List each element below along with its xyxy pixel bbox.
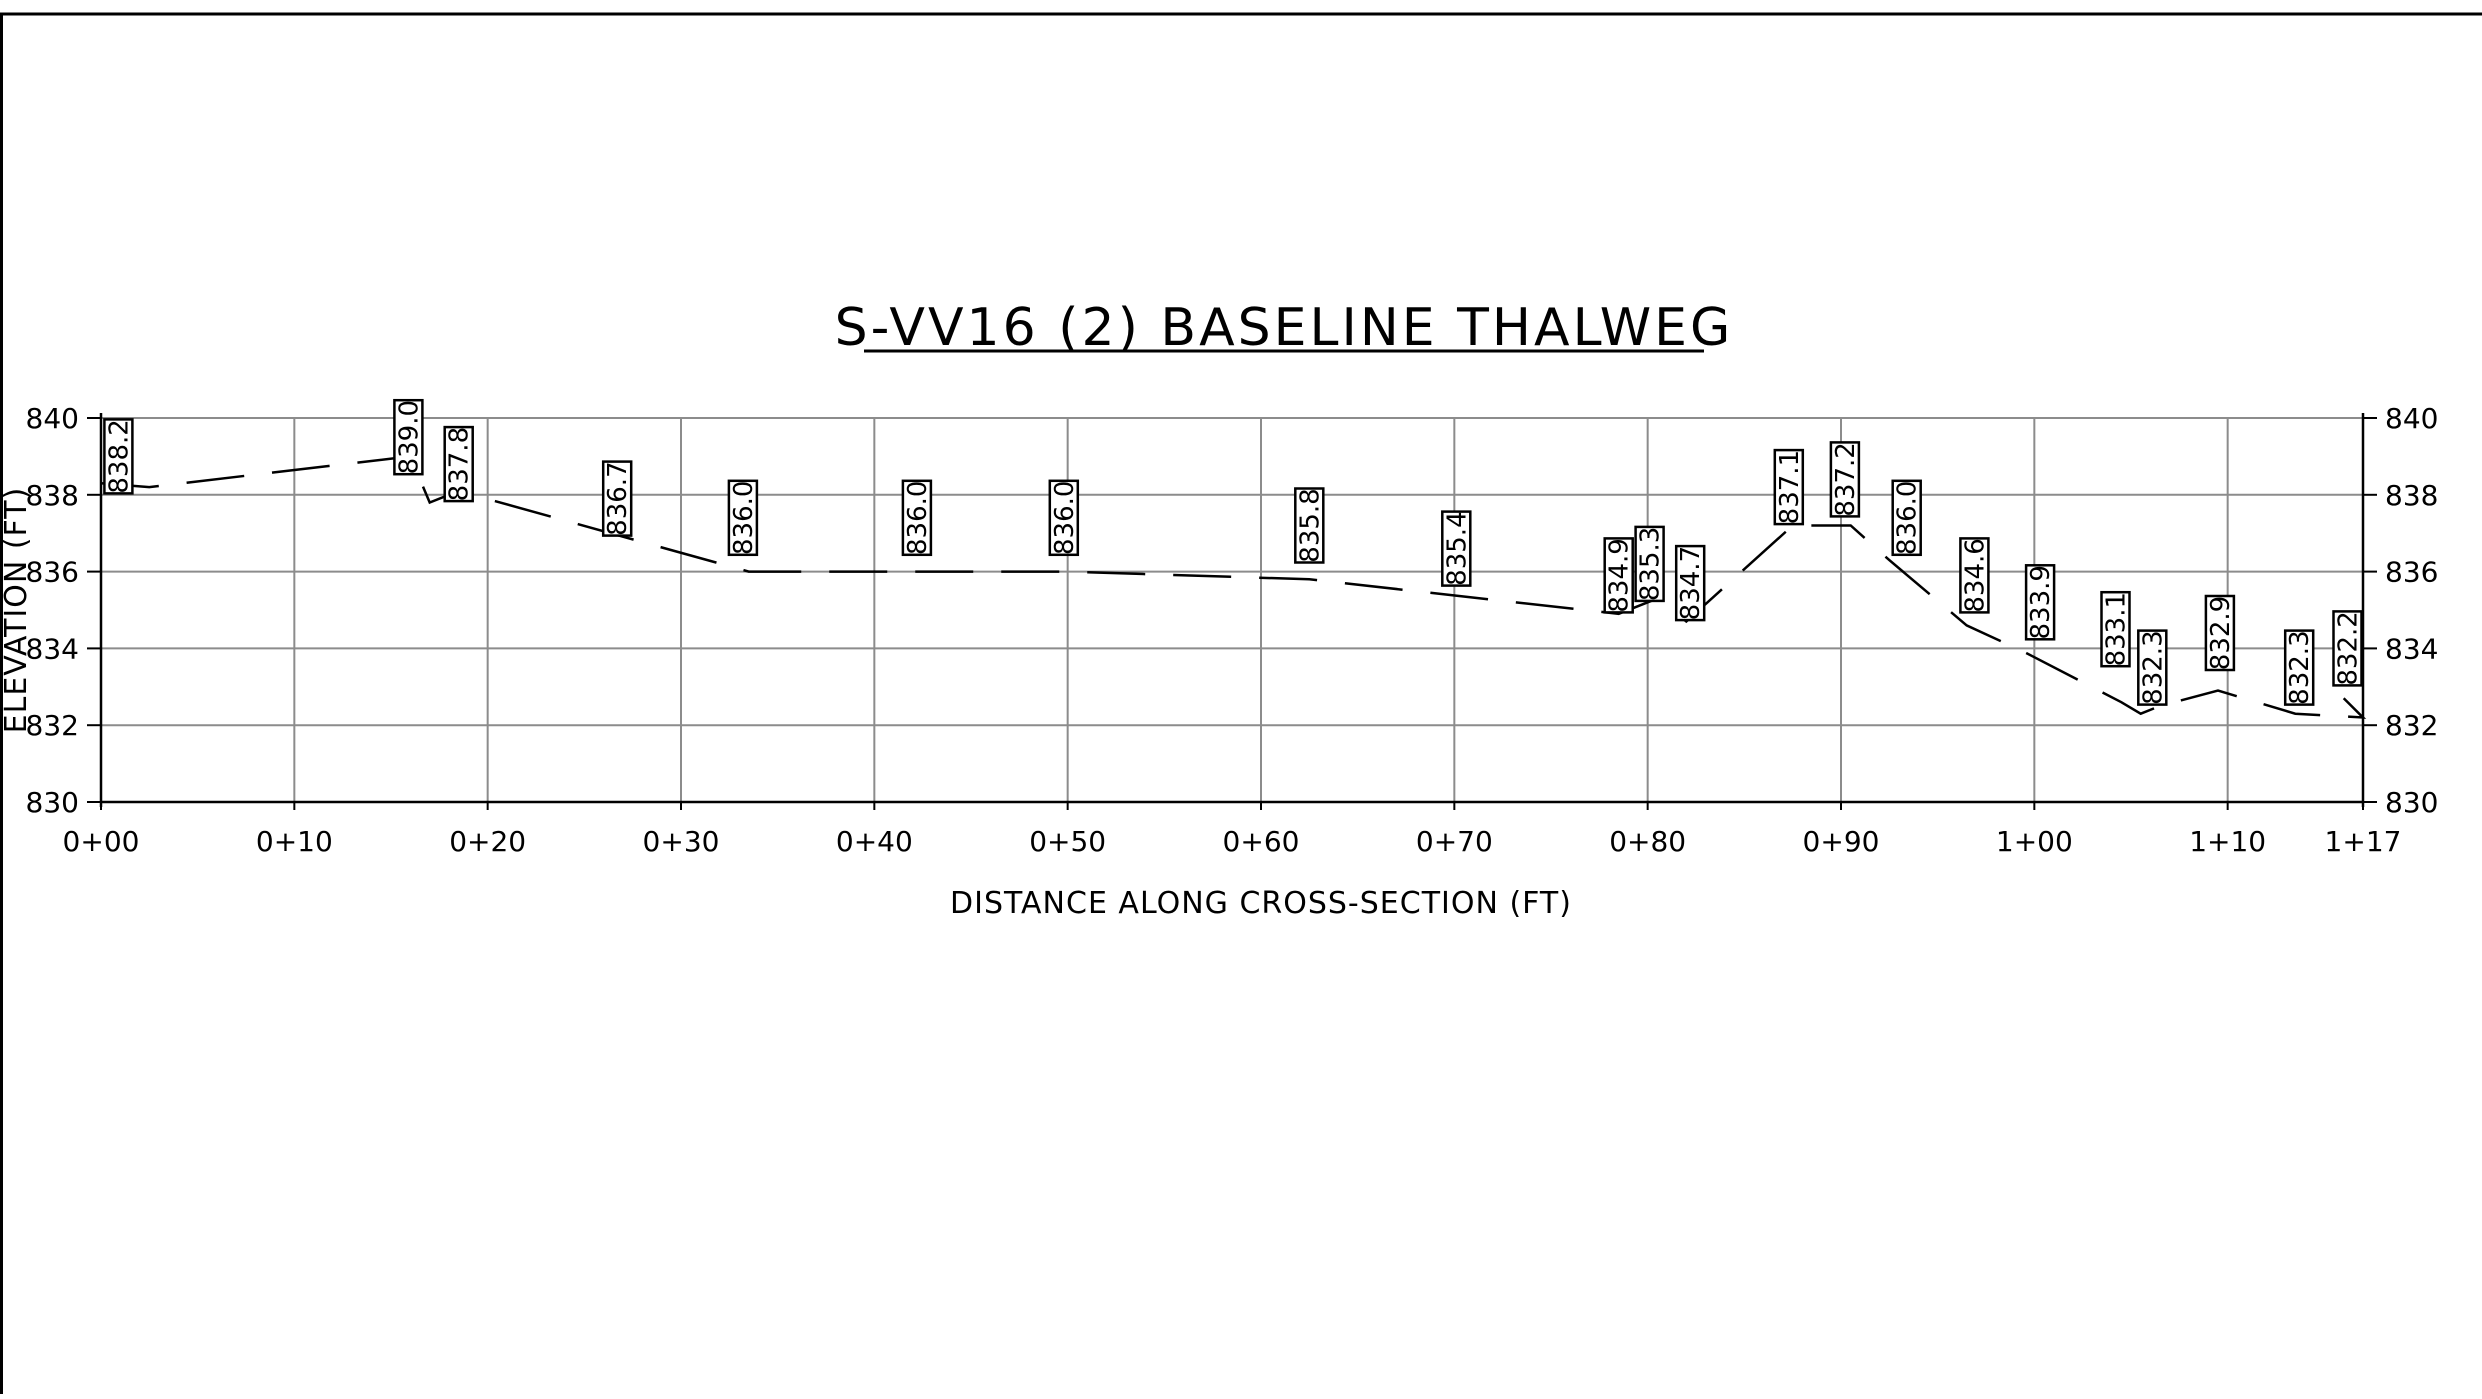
elevation-callout-20: 832.3 [2285, 630, 2315, 704]
elevation-callout-15: 834.6 [1960, 538, 1990, 612]
elevation-callout-text: 833.9 [2026, 565, 2056, 639]
elevation-callout-14: 836.0 [1893, 481, 1923, 555]
x-axis-label: DISTANCE ALONG CROSS-SECTION (FT) [950, 886, 1572, 921]
elevation-callout-11: 834.7 [1676, 546, 1706, 620]
elevation-callout-12: 837.1 [1775, 450, 1805, 524]
elevation-callout-5: 836.0 [903, 481, 933, 555]
y-tick-labels-left: 830 832 834 836 838 840 [26, 402, 101, 819]
y-tick-label-right-3: 836 [2385, 556, 2438, 589]
elevation-callout-text: 836.0 [903, 481, 933, 555]
y-tick-label-right-2: 834 [2385, 632, 2438, 665]
x-tick-label-0: 0+00 [63, 825, 140, 858]
elevation-callout-13: 837.2 [1831, 442, 1861, 516]
x-tick-label-5: 0+50 [1029, 825, 1106, 858]
y-tick-labels-right: 830 832 834 836 838 840 [2363, 402, 2438, 819]
elevation-callout-text: 832.2 [2334, 611, 2364, 685]
elevation-callout-6: 836.0 [1050, 481, 1080, 555]
y-tick-label-right-1: 832 [2385, 709, 2438, 742]
elevation-callout-text: 832.9 [2206, 596, 2236, 670]
x-tick-label-8: 0+80 [1609, 825, 1686, 858]
x-tick-label-1: 0+10 [256, 825, 333, 858]
elevation-callouts: 838.2 839.0 837.8 836.7 836.0 836.0 836.0 835.8… [104, 400, 2363, 705]
elevation-callout-8: 835.4 [1442, 511, 1472, 585]
chart-title: S-VV16 (2) BASELINE THALWEG [835, 298, 1734, 358]
elevation-callout-text: 836.0 [729, 481, 759, 555]
y-tick-label-left-5: 840 [26, 402, 79, 435]
elevation-callout-text: 835.8 [1295, 488, 1325, 562]
elevation-callout-10: 835.3 [1636, 527, 1666, 601]
elevation-callout-2: 837.8 [445, 427, 475, 501]
elevation-callout-text: 835.3 [1636, 527, 1666, 601]
elevation-callout-0: 838.2 [104, 419, 134, 493]
elevation-callout-text: 839.0 [394, 400, 424, 474]
elevation-callout-text: 837.1 [1775, 450, 1805, 524]
y-tick-label-right-0: 830 [2385, 786, 2438, 819]
y-axis-label: ELEVATION (FT) [0, 487, 34, 734]
elevation-callout-text: 832.3 [2285, 630, 2315, 704]
elevation-callout-text: 834.7 [1676, 546, 1706, 620]
elevation-callout-text: 834.6 [1960, 538, 1990, 612]
elevation-callout-text: 836.0 [1893, 481, 1923, 555]
y-tick-label-right-5: 840 [2385, 402, 2438, 435]
x-tick-label-10: 1+00 [1996, 825, 2073, 858]
elevation-callout-9: 834.9 [1605, 538, 1635, 612]
grid [101, 418, 2363, 802]
elevation-callout-4: 836.0 [729, 481, 759, 555]
x-tick-label-12: 1+17 [2325, 825, 2402, 858]
elevation-callout-text: 837.2 [1831, 442, 1861, 516]
x-tick-label-4: 0+40 [836, 825, 913, 858]
x-tick-label-2: 0+20 [449, 825, 526, 858]
elevation-callout-21: 832.2 [2334, 611, 2364, 685]
elevation-callout-text: 835.4 [1442, 511, 1472, 585]
x-tick-label-3: 0+30 [643, 825, 720, 858]
elevation-callout-text: 836.0 [1050, 481, 1080, 555]
elevation-callout-16: 833.9 [2026, 565, 2056, 639]
x-tick-label-11: 1+10 [2189, 825, 2266, 858]
x-tick-label-9: 0+90 [1803, 825, 1880, 858]
elevation-callout-text: 832.3 [2138, 630, 2168, 704]
elevation-callout-text: 837.8 [445, 427, 475, 501]
elevation-callout-18: 832.3 [2138, 630, 2168, 704]
elevation-callout-text: 834.9 [1605, 538, 1635, 612]
elevation-callout-1: 839.0 [394, 400, 424, 474]
plot-frame [101, 413, 2363, 807]
y-tick-label-right-4: 838 [2385, 479, 2438, 512]
x-tick-label-7: 0+70 [1416, 825, 1493, 858]
elevation-callout-7: 835.8 [1295, 488, 1325, 562]
elevation-callout-17: 833.1 [2102, 592, 2132, 666]
elevation-callout-text: 838.2 [104, 419, 134, 493]
x-tick-label-6: 0+60 [1223, 825, 1300, 858]
x-tick-labels: 0+00 0+10 0+20 0+30 0+40 0+50 0+60 0+70 0+80 0+90… [63, 802, 2402, 858]
elevation-callout-text: 836.7 [603, 461, 633, 535]
elevation-callout-19: 832.9 [2206, 596, 2236, 670]
elevation-callout-3: 836.7 [603, 461, 633, 535]
y-tick-label-left-0: 830 [26, 786, 79, 819]
elevation-callout-text: 833.1 [2102, 592, 2132, 666]
